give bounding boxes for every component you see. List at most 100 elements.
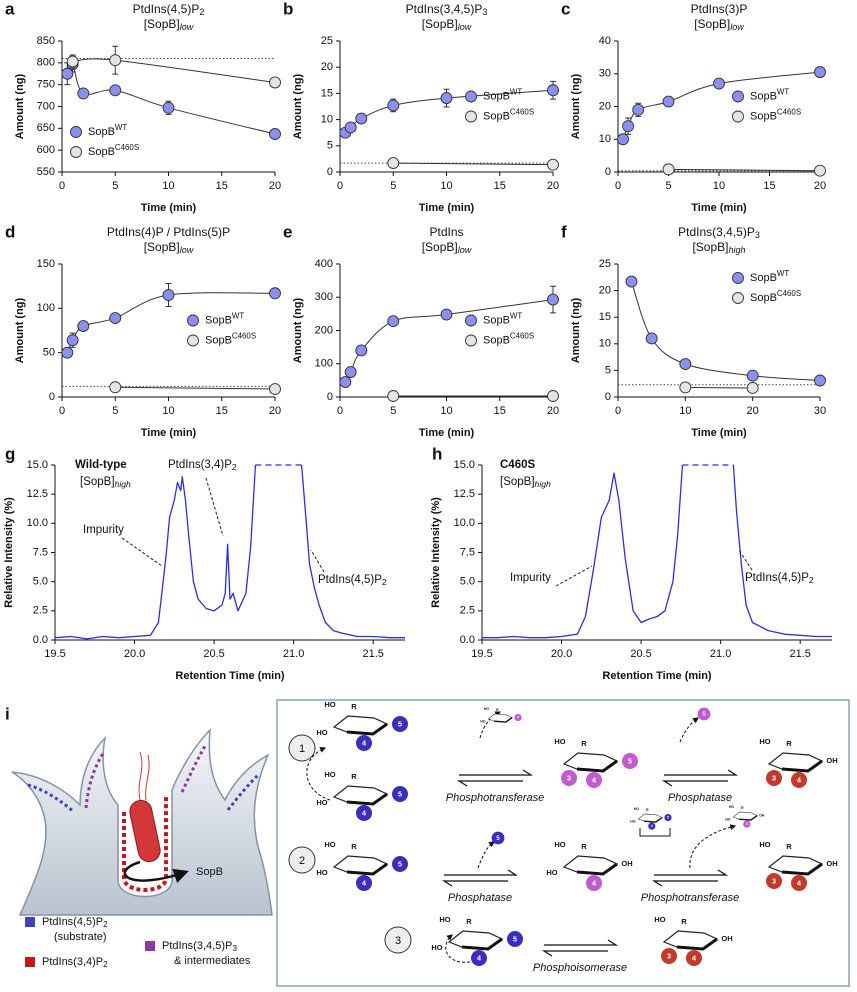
y-axis-label: Amount (ng) <box>292 73 304 139</box>
subscript: 3 <box>755 230 760 240</box>
data-point <box>355 112 368 125</box>
pip2-red-membrane <box>122 796 168 892</box>
phosphate-label: 5 <box>628 756 632 765</box>
data-point <box>617 133 629 146</box>
label-text: [SopB] <box>692 240 728 254</box>
data-point <box>66 55 79 68</box>
enzyme-label: Phosphatase <box>668 792 732 804</box>
label-text: Impurity <box>510 572 551 584</box>
label-text: PtdIns(3,4)P <box>168 459 232 471</box>
ring-label: R <box>741 806 744 810</box>
ring-label: HO <box>554 840 565 849</box>
label-text: [SopB] <box>422 17 458 31</box>
phosphate-label: 3 <box>772 876 776 885</box>
data-point <box>679 381 692 394</box>
data-point <box>269 287 281 300</box>
phosphate-label: 4 <box>746 822 748 826</box>
trace-line <box>54 464 405 640</box>
legend-name: SopB <box>750 272 777 284</box>
label-text: PtdIns(4,5)P <box>745 572 809 584</box>
y-tick-label: 10 <box>599 338 611 350</box>
phosphate-label: 4 <box>362 878 367 887</box>
legend-label-extra: (substrate) <box>54 931 107 943</box>
y-tick-label: 20 <box>321 61 333 73</box>
y-tick-label: 100 <box>37 302 55 314</box>
y-tick-label: 10.0 <box>27 517 48 529</box>
ring-label: HO <box>554 737 565 746</box>
x-tick-label: 20 <box>814 180 826 192</box>
y-tick-label: 150 <box>37 258 55 270</box>
ring-label: OH <box>826 859 837 868</box>
y-tick-label: 0.0 <box>460 634 475 646</box>
x-axis-label: Retention Time (min) <box>175 670 285 682</box>
y-tick-label: 0.0 <box>33 634 48 646</box>
legend-superscript: WT <box>510 312 522 321</box>
subscript: high <box>115 479 131 489</box>
label-text: [SopB] <box>144 17 180 31</box>
molecule: HO R HO 4 5 <box>630 807 672 830</box>
ring-front-edge <box>644 817 663 823</box>
phosphate-label: 4 <box>362 808 367 817</box>
chart-title: PtdIns(3)P <box>691 2 748 16</box>
legend-marker <box>465 110 477 123</box>
panel-letter: d <box>5 222 15 241</box>
y-tick-label: 15 <box>599 311 611 323</box>
legend-name: SopB <box>88 126 115 138</box>
y-tick-label: 300 <box>315 291 333 303</box>
y-tick-label: 0 <box>49 391 55 403</box>
x-tick-label: 0 <box>59 405 65 417</box>
transfer-arrow <box>689 824 737 869</box>
leader-line <box>310 549 325 573</box>
phosphate <box>356 805 372 821</box>
step-label: 3 <box>395 935 401 947</box>
y-tick-label: 0 <box>327 391 333 403</box>
y-tick-label: 700 <box>37 100 55 112</box>
y-tick-label: 10 <box>321 114 333 126</box>
x-tick-label: 30 <box>814 405 826 417</box>
ring-front-edge <box>781 862 823 876</box>
ring-front-edge <box>346 792 388 806</box>
label-text: PtdIns(3,4,5)P <box>678 225 755 239</box>
y-axis-label: Amount (ng) <box>14 73 26 139</box>
x-tick-label: 10 <box>679 405 691 417</box>
x-axis-label: Time (min) <box>141 427 197 439</box>
legend-label: PtdIns(3,4,5)P3 <box>162 940 237 953</box>
phosphate <box>586 772 602 788</box>
phosphate-label: 4 <box>797 878 802 887</box>
y-tick-label: 7.5 <box>460 546 475 558</box>
ring-label: HO <box>654 915 665 924</box>
data-point <box>679 358 692 370</box>
phosphate <box>356 875 372 891</box>
phosphate <box>766 873 782 889</box>
y-tick-label: 400 <box>315 258 333 270</box>
step-badge <box>288 846 316 874</box>
phosphate-label: 3 <box>567 773 571 782</box>
ring-label: OH <box>621 859 632 868</box>
data-point <box>547 158 559 171</box>
legend-superscript: WT <box>510 88 522 97</box>
legend-label: SopBWT <box>205 312 244 327</box>
data-point <box>77 87 90 100</box>
phosphate <box>356 735 372 751</box>
data-point <box>713 77 725 90</box>
y-tick-label: 750 <box>37 79 55 91</box>
pip3-purple-membrane <box>84 751 106 809</box>
y-tick-label: 15 <box>321 87 333 99</box>
legend-marker <box>187 314 199 327</box>
phosphate-label: 3 <box>772 773 776 782</box>
data-point <box>387 99 400 112</box>
ring-label: HO <box>316 868 327 877</box>
x-tick-label: 15 <box>494 180 506 192</box>
panel-letter: e <box>283 222 292 241</box>
subscript: low <box>180 22 194 32</box>
x-tick-label: 5 <box>112 180 118 192</box>
ring-label: OH <box>759 813 765 817</box>
step-badge <box>288 734 316 762</box>
legend-superscript: C460S <box>510 108 534 117</box>
data-point <box>746 382 759 394</box>
data-point <box>814 164 826 177</box>
y-tick-label: 200 <box>315 324 333 336</box>
data-point <box>440 308 453 321</box>
legend-label: SopBC460S <box>483 332 534 347</box>
data-point <box>269 76 281 89</box>
